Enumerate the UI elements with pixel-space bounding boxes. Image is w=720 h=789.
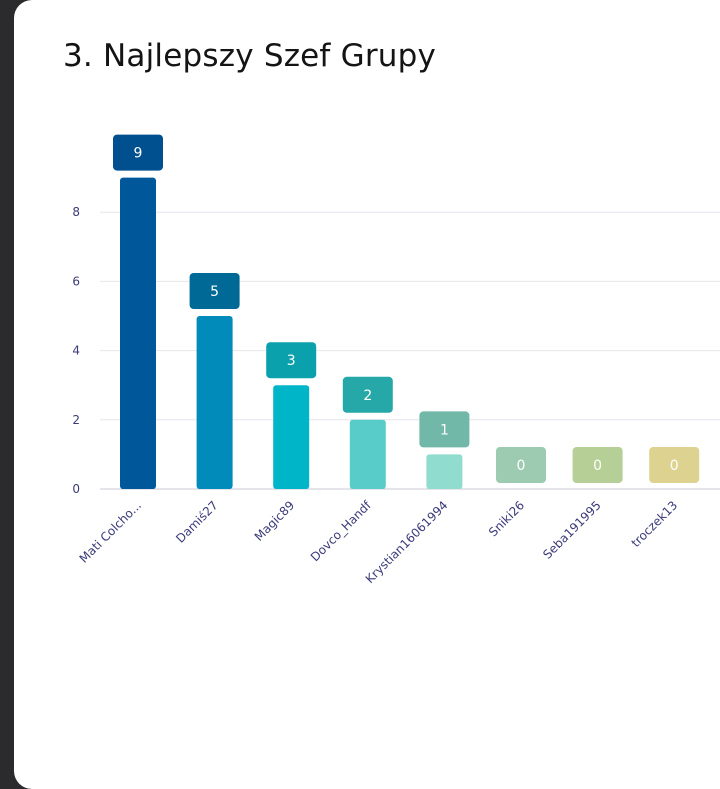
data-label: 9 — [134, 146, 143, 162]
bar[interactable] — [196, 316, 233, 489]
data-label: 2 — [363, 388, 372, 404]
data-label: 5 — [210, 284, 219, 300]
x-tick-label: Seba191995 — [540, 498, 603, 561]
x-tick-label: troczek13 — [629, 498, 681, 550]
data-label-box — [113, 134, 163, 171]
x-tick-label: Damiś27 — [173, 498, 220, 545]
data-label-box — [419, 411, 470, 448]
data-label: 0 — [593, 458, 602, 474]
y-tick-label: 8 — [72, 205, 80, 219]
data-label: 1 — [440, 422, 449, 438]
y-axis: 0 2 4 6 8 — [72, 205, 80, 496]
data-label-box — [649, 447, 700, 483]
data-label: 0 — [670, 458, 679, 474]
data-label-box — [496, 447, 546, 483]
data-label-box — [266, 342, 317, 379]
bar[interactable] — [120, 177, 156, 489]
x-tick-label: Sniki26 — [486, 498, 527, 539]
chart-card: 3. Najlepszy Szef Grupy 0 2 4 6 8 9 5 3 2 1 0 0 0 M… — [14, 0, 720, 789]
bar[interactable] — [349, 419, 386, 489]
x-tick-label: Dovco_Handf — [308, 498, 375, 565]
x-axis: Mati Colcho... Damiś27 Magic89 Dovco_HandfK… — [77, 498, 681, 586]
y-tick-label: 2 — [72, 413, 80, 427]
data-label: 0 — [517, 458, 526, 474]
bar[interactable] — [273, 385, 310, 489]
data-label-box — [189, 273, 240, 309]
x-tick-label: Magic89 — [252, 498, 298, 544]
chart-title: 3. Najlepszy Szef Grupy — [63, 38, 437, 74]
data-label-box — [572, 447, 623, 483]
y-tick-label: 0 — [72, 482, 80, 496]
gridlines — [100, 211, 720, 490]
data-label: 3 — [287, 353, 296, 369]
y-tick-label: 6 — [72, 274, 80, 288]
data-labels: 9 5 3 2 1 0 0 0 — [113, 134, 700, 483]
bars — [120, 177, 463, 489]
x-tick-label: Krystian16061994 — [363, 498, 451, 586]
bar-chart: 0 2 4 6 8 9 5 3 2 1 0 0 0 Mati Colcho... Damiś27 Magi… — [72, 134, 720, 586]
data-label-box — [342, 376, 393, 413]
bar[interactable] — [426, 454, 463, 489]
x-tick-label: Mati Colcho... — [77, 498, 144, 565]
y-tick-label: 4 — [72, 344, 80, 358]
